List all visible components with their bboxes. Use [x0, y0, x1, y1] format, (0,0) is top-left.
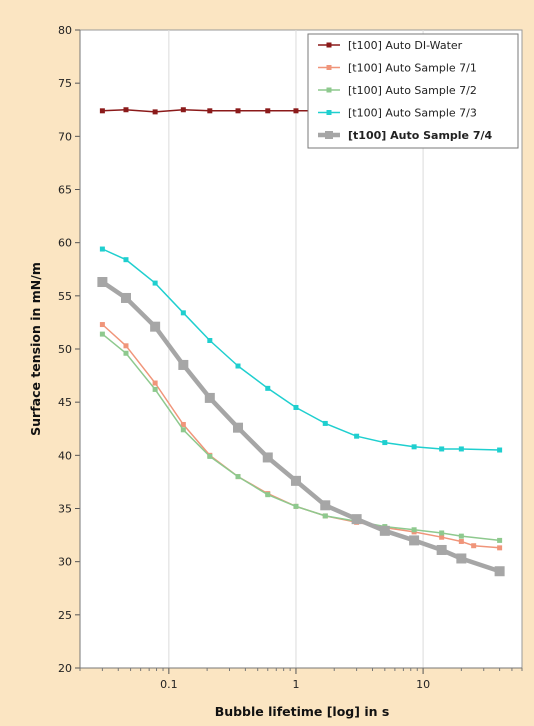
data-point	[180, 421, 186, 427]
data-point	[123, 107, 129, 113]
x-tick-label: 0.1	[160, 678, 178, 691]
legend-label: [t100] Auto Sample 7/2	[348, 84, 477, 97]
data-point	[382, 440, 388, 446]
axes-layer: 20 25 30 35 40 45 50 55 60 65 70 75 80 0.1 1 10	[58, 24, 523, 691]
data-point	[262, 452, 273, 463]
data-point	[458, 446, 464, 452]
y-tick-label: 50	[58, 343, 72, 356]
x-tick-label: 1	[292, 678, 299, 691]
data-point	[354, 433, 360, 439]
data-point	[152, 109, 158, 115]
x-tick-label: 10	[416, 678, 430, 691]
y-tick-label: 75	[58, 77, 72, 90]
y-axis-title: Surface tension in mN/m	[28, 262, 43, 436]
data-point	[207, 453, 213, 459]
data-point	[99, 331, 105, 337]
legend-swatch-marker	[326, 42, 332, 48]
legend-label: [t100] Auto Sample 7/3	[348, 107, 477, 120]
legend-swatch-marker	[326, 65, 332, 70]
data-point	[152, 386, 158, 392]
y-tick-label: 35	[58, 503, 72, 516]
data-point	[123, 350, 129, 356]
data-point	[351, 514, 362, 525]
data-point	[120, 292, 131, 303]
legend-label: [t100] Auto Sample 7/1	[348, 62, 477, 75]
y-tick-label: 60	[58, 237, 72, 250]
y-tick-label: 55	[58, 290, 72, 303]
data-point	[235, 108, 241, 114]
y-tick-label: 45	[58, 396, 72, 409]
data-point	[293, 503, 299, 509]
data-point	[320, 500, 331, 511]
y-tick-label: 20	[58, 662, 72, 675]
legend: [t100] Auto DI-Water [t100] Auto Sample 7…	[307, 33, 519, 149]
data-point	[152, 280, 158, 286]
data-point	[99, 108, 105, 114]
data-point	[235, 363, 241, 369]
data-point	[180, 310, 186, 316]
data-point	[293, 108, 299, 114]
data-point	[265, 385, 271, 391]
data-point	[439, 530, 445, 536]
data-point	[458, 533, 464, 539]
data-point	[265, 492, 271, 498]
data-point	[458, 538, 464, 544]
y-tick-label: 80	[58, 24, 72, 37]
data-point	[265, 108, 271, 114]
legend-swatch-marker	[326, 110, 332, 115]
data-point	[439, 534, 445, 540]
data-point	[497, 545, 503, 551]
data-point	[152, 380, 158, 386]
data-point	[204, 392, 215, 403]
data-point	[497, 537, 503, 543]
y-tick-label: 30	[58, 556, 72, 569]
data-point	[207, 108, 213, 114]
data-point	[322, 513, 328, 519]
legend-label: [t100] Auto DI-Water	[348, 39, 463, 52]
data-point	[99, 322, 105, 328]
data-point	[178, 359, 189, 370]
data-point	[411, 527, 417, 533]
y-tick-label: 65	[58, 184, 72, 197]
data-point	[207, 337, 213, 343]
series-group	[97, 277, 505, 577]
data-point	[379, 525, 390, 536]
data-point	[97, 277, 108, 288]
data-point	[123, 343, 129, 349]
data-point	[123, 257, 129, 263]
data-point	[180, 107, 186, 113]
data-point	[322, 420, 328, 426]
data-point	[456, 553, 467, 564]
data-point	[411, 444, 417, 450]
data-point	[497, 447, 503, 453]
series-layer	[97, 107, 505, 577]
data-point	[235, 474, 241, 480]
legend-swatch-marker	[325, 131, 333, 139]
series-group	[99, 246, 503, 453]
x-axis-title: Bubble lifetime [log] in s	[215, 704, 390, 719]
data-point	[150, 321, 161, 332]
y-tick-label: 40	[58, 449, 72, 462]
data-point	[494, 566, 505, 577]
y-tick-label: 25	[58, 609, 72, 622]
data-point	[471, 543, 477, 549]
data-point	[233, 422, 244, 433]
legend-swatch-marker	[326, 87, 332, 93]
data-point	[409, 535, 420, 546]
data-point	[293, 404, 299, 410]
data-point	[99, 246, 105, 252]
data-point	[180, 427, 186, 433]
y-tick-label: 70	[58, 130, 72, 143]
data-point	[439, 446, 445, 452]
data-point	[290, 475, 301, 486]
legend-box	[307, 33, 519, 149]
data-point	[436, 544, 447, 555]
legend-label: [t100] Auto Sample 7/4	[348, 129, 493, 142]
